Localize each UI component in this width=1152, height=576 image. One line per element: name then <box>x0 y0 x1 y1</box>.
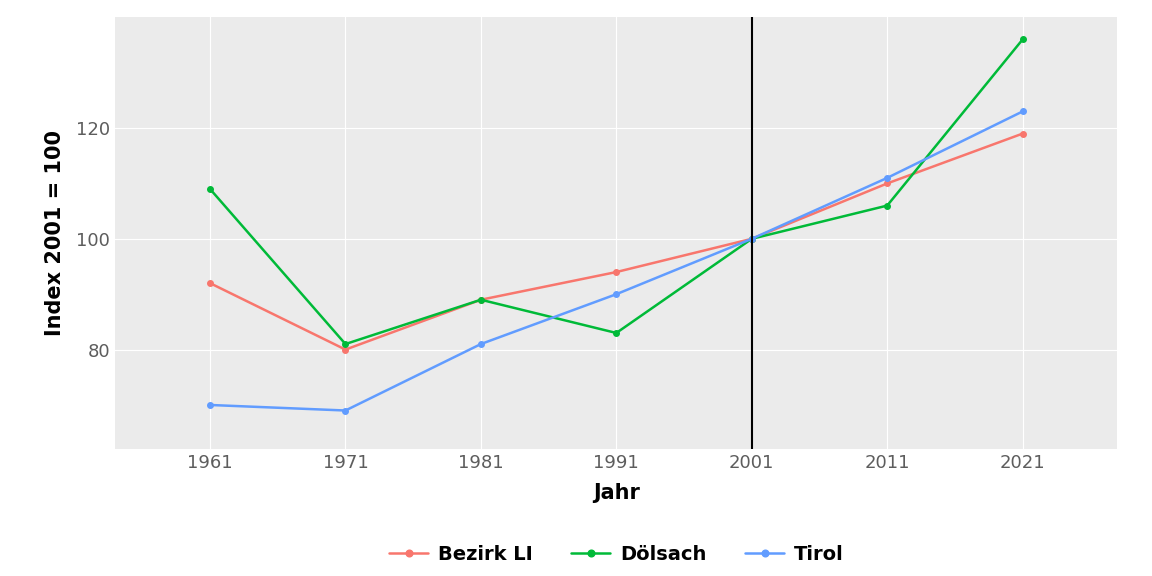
Bezirk LI <box>473 296 487 303</box>
Tirol <box>880 175 894 181</box>
Bezirk LI <box>880 180 894 187</box>
Dölsach <box>745 236 759 242</box>
Line: Dölsach: Dölsach <box>207 37 1025 347</box>
Dölsach <box>1016 36 1030 43</box>
Bezirk LI <box>339 346 353 353</box>
Line: Tirol: Tirol <box>207 109 1025 414</box>
Legend: Bezirk LI, Dölsach, Tirol: Bezirk LI, Dölsach, Tirol <box>381 537 851 571</box>
X-axis label: Jahr: Jahr <box>593 483 639 503</box>
Tirol <box>339 407 353 414</box>
Tirol <box>1016 108 1030 115</box>
Dölsach <box>880 202 894 209</box>
Dölsach <box>203 185 217 192</box>
Line: Bezirk LI: Bezirk LI <box>207 131 1025 353</box>
Tirol <box>203 401 217 408</box>
Bezirk LI <box>745 236 759 242</box>
Y-axis label: Index 2001 = 100: Index 2001 = 100 <box>45 130 66 336</box>
Dölsach <box>609 329 623 336</box>
Dölsach <box>339 340 353 347</box>
Tirol <box>473 340 487 347</box>
Bezirk LI <box>1016 130 1030 137</box>
Dölsach <box>473 296 487 303</box>
Tirol <box>745 236 759 242</box>
Tirol <box>609 291 623 298</box>
Bezirk LI <box>609 268 623 275</box>
Bezirk LI <box>203 280 217 287</box>
